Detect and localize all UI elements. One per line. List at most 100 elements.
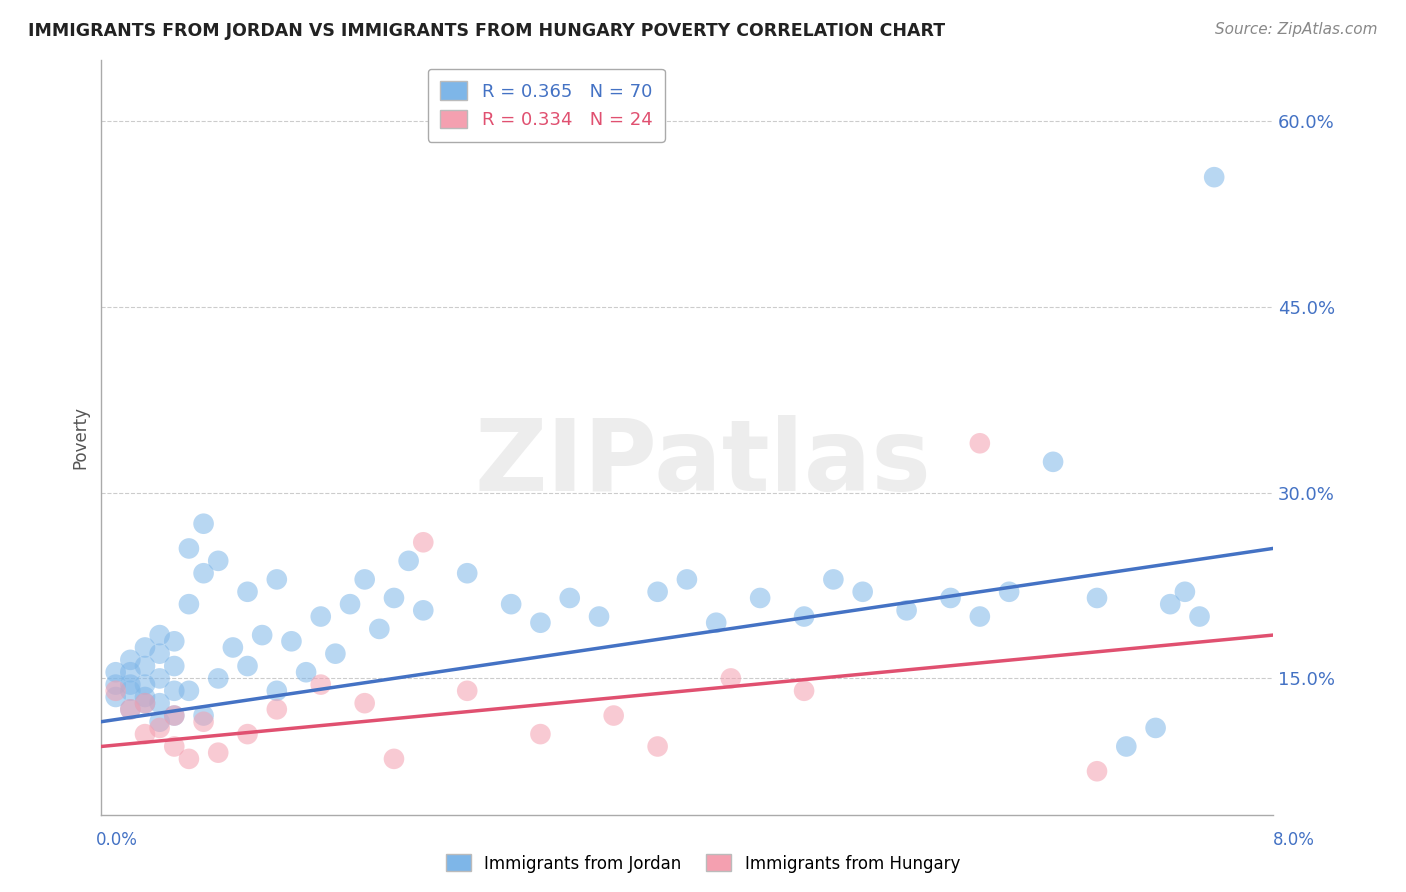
- Point: [588, 609, 610, 624]
- Point: [163, 634, 186, 648]
- Point: [207, 672, 229, 686]
- Point: [602, 708, 624, 723]
- Point: [501, 597, 523, 611]
- Legend: R = 0.365   N = 70, R = 0.334   N = 24: R = 0.365 N = 70, R = 0.334 N = 24: [427, 69, 665, 142]
- Point: [120, 665, 142, 680]
- Point: [104, 690, 127, 704]
- Point: [353, 696, 375, 710]
- Point: [676, 573, 699, 587]
- Point: [793, 683, 815, 698]
- Point: [266, 573, 288, 587]
- Point: [309, 609, 332, 624]
- Point: [250, 628, 273, 642]
- Point: [207, 554, 229, 568]
- Text: IMMIGRANTS FROM JORDAN VS IMMIGRANTS FROM HUNGARY POVERTY CORRELATION CHART: IMMIGRANTS FROM JORDAN VS IMMIGRANTS FRO…: [28, 22, 945, 40]
- Point: [325, 647, 347, 661]
- Point: [149, 647, 172, 661]
- Point: [163, 683, 186, 698]
- Point: [177, 597, 200, 611]
- Point: [149, 672, 172, 686]
- Legend: Immigrants from Jordan, Immigrants from Hungary: Immigrants from Jordan, Immigrants from …: [439, 847, 967, 880]
- Point: [163, 659, 186, 673]
- Point: [177, 683, 200, 698]
- Point: [896, 603, 918, 617]
- Point: [120, 702, 142, 716]
- Point: [398, 554, 420, 568]
- Text: 8.0%: 8.0%: [1272, 831, 1315, 849]
- Point: [193, 516, 215, 531]
- Point: [149, 721, 172, 735]
- Point: [529, 727, 551, 741]
- Point: [1188, 609, 1211, 624]
- Point: [266, 683, 288, 698]
- Point: [222, 640, 245, 655]
- Point: [134, 640, 156, 655]
- Point: [134, 659, 156, 673]
- Point: [236, 659, 259, 673]
- Point: [998, 584, 1021, 599]
- Point: [207, 746, 229, 760]
- Point: [353, 573, 375, 587]
- Point: [558, 591, 581, 605]
- Point: [529, 615, 551, 630]
- Point: [120, 702, 142, 716]
- Point: [134, 677, 156, 691]
- Point: [193, 714, 215, 729]
- Point: [193, 708, 215, 723]
- Text: 0.0%: 0.0%: [96, 831, 138, 849]
- Point: [1174, 584, 1197, 599]
- Point: [163, 708, 186, 723]
- Point: [236, 584, 259, 599]
- Point: [823, 573, 845, 587]
- Point: [647, 739, 669, 754]
- Point: [134, 690, 156, 704]
- Point: [177, 752, 200, 766]
- Y-axis label: Poverty: Poverty: [72, 406, 89, 468]
- Point: [456, 566, 478, 581]
- Point: [456, 683, 478, 698]
- Point: [1085, 764, 1108, 779]
- Point: [266, 702, 288, 716]
- Point: [104, 683, 127, 698]
- Point: [647, 584, 669, 599]
- Point: [134, 696, 156, 710]
- Point: [852, 584, 875, 599]
- Point: [382, 591, 405, 605]
- Point: [120, 677, 142, 691]
- Point: [104, 677, 127, 691]
- Point: [149, 696, 172, 710]
- Point: [177, 541, 200, 556]
- Point: [163, 739, 186, 754]
- Point: [939, 591, 962, 605]
- Point: [382, 752, 405, 766]
- Point: [280, 634, 302, 648]
- Point: [1115, 739, 1137, 754]
- Point: [236, 727, 259, 741]
- Point: [969, 436, 991, 450]
- Point: [120, 683, 142, 698]
- Point: [720, 672, 742, 686]
- Point: [704, 615, 727, 630]
- Point: [120, 653, 142, 667]
- Point: [1159, 597, 1181, 611]
- Point: [149, 714, 172, 729]
- Point: [163, 708, 186, 723]
- Point: [149, 628, 172, 642]
- Point: [295, 665, 318, 680]
- Text: ZIPatlas: ZIPatlas: [475, 416, 931, 512]
- Text: Source: ZipAtlas.com: Source: ZipAtlas.com: [1215, 22, 1378, 37]
- Point: [412, 603, 434, 617]
- Point: [104, 665, 127, 680]
- Point: [134, 696, 156, 710]
- Point: [1144, 721, 1167, 735]
- Point: [412, 535, 434, 549]
- Point: [368, 622, 391, 636]
- Point: [1042, 455, 1064, 469]
- Point: [134, 727, 156, 741]
- Point: [1085, 591, 1108, 605]
- Point: [1204, 170, 1226, 185]
- Point: [969, 609, 991, 624]
- Point: [193, 566, 215, 581]
- Point: [309, 677, 332, 691]
- Point: [793, 609, 815, 624]
